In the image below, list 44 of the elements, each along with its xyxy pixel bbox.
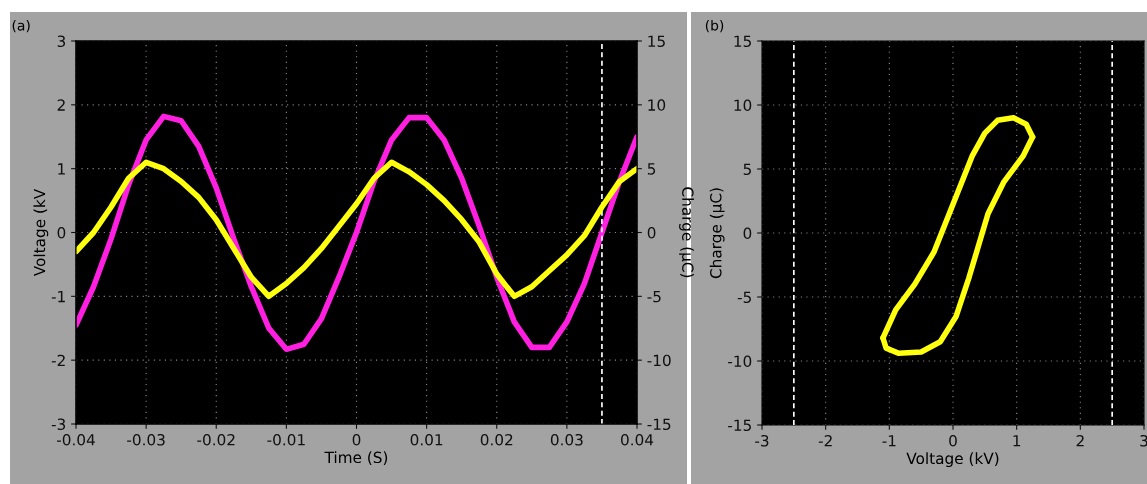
y2-tick-label: 10 [648, 99, 666, 111]
x-tick-label: -2 [818, 434, 832, 447]
y2-tick-label: -5 [647, 291, 661, 303]
x-tick-label: -1 [882, 435, 896, 447]
y2-tick-label: 15 [648, 35, 665, 48]
x-tick-label: -0.04 [56, 433, 95, 446]
y-tick-label: 10 [734, 99, 752, 112]
x-axis-title: Time (S) [324, 451, 388, 465]
x-tick-label: -0.03 [127, 433, 165, 446]
y-tick-label: -3 [51, 418, 66, 431]
x-tick-label: -3 [755, 434, 769, 447]
x-tick-label: 0 [352, 433, 361, 446]
y2-tick-label: 5 [647, 163, 656, 175]
y-tick-label: 5 [743, 163, 751, 176]
y2-tick-label: -10 [647, 354, 671, 367]
y-tick-label: 15 [734, 35, 751, 48]
y2-tick-label: 0 [647, 226, 656, 239]
x-tick-label: 0.01 [410, 433, 443, 446]
x-tick-label: 0.02 [480, 433, 513, 446]
y-tick-label: 3 [57, 35, 66, 48]
y-tick-label: -1 [51, 291, 65, 303]
x-tick-label: 2 [1076, 434, 1084, 447]
x-tick-label: 0.04 [621, 433, 654, 446]
x-tick-label: 0 [949, 434, 957, 447]
x-tick-label: -0.02 [197, 433, 235, 446]
y-tick-label: -15 [728, 419, 751, 432]
y-tick-label: 1 [58, 163, 65, 175]
y-axis-title: Charge (μC) [709, 188, 725, 279]
y-tick-label: 2 [57, 99, 65, 111]
x-tick-label: -0.01 [267, 433, 305, 446]
chart-title: (b) [705, 19, 724, 33]
x-tick-label: 3 [1140, 434, 1147, 447]
y-axis-title: Voltage (kV [33, 188, 49, 277]
x-tick-label: 1 [1013, 435, 1021, 447]
y-tick-label: -10 [728, 355, 752, 368]
y2-axis-title: Charge (μC) [679, 187, 694, 278]
y-tick-label: 0 [743, 227, 752, 240]
y2-tick-label: -15 [647, 418, 671, 431]
y-tick-label: 0 [57, 226, 66, 239]
y-tick-label: -5 [737, 291, 751, 304]
x-axis-title: Voltage (kV) [906, 452, 999, 468]
x-tick-label: 0.03 [550, 433, 583, 446]
y-tick-label: -2 [51, 354, 65, 366]
chart-title: (a) [12, 19, 30, 33]
